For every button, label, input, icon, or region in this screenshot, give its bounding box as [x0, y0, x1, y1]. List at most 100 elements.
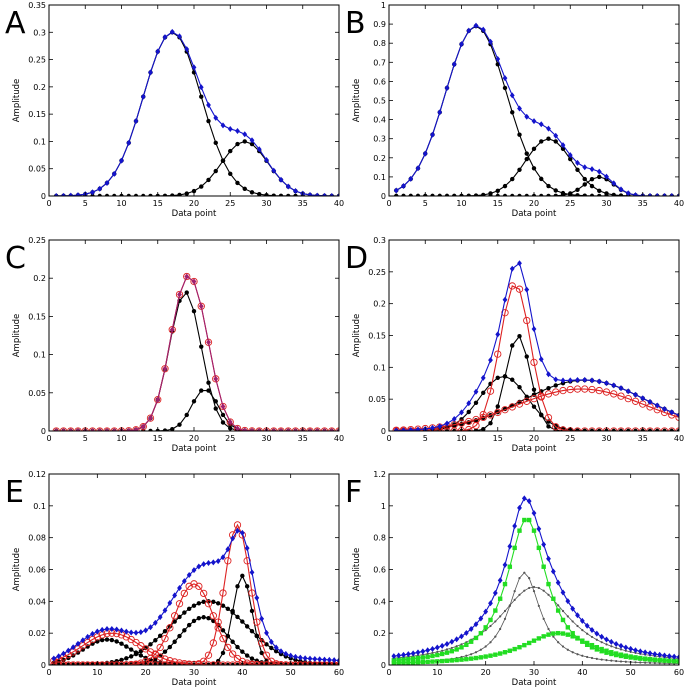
data-point	[492, 590, 498, 597]
y-tick-label: 0.15	[28, 110, 46, 119]
data-point	[75, 640, 81, 647]
data-point	[526, 640, 532, 646]
data-point	[204, 651, 213, 659]
data-point	[553, 139, 558, 144]
data-point	[600, 641, 603, 644]
data-point	[213, 375, 219, 382]
data-point	[502, 374, 508, 379]
data-point	[657, 651, 663, 658]
x-tick-label: 40	[674, 199, 684, 208]
data-point	[227, 125, 233, 132]
data-point	[148, 193, 153, 196]
data-point	[546, 632, 551, 637]
data-point	[126, 139, 132, 146]
data-point	[68, 192, 74, 196]
data-point	[581, 628, 584, 632]
data-point	[302, 655, 308, 662]
data-point	[224, 557, 232, 565]
data-point	[99, 626, 105, 633]
panel-b: B 0 5 10 15 20 25 30 35 40 0 0.1 0.2 0.3 0.4 0.5 0.6 0.7 0…	[345, 1, 684, 219]
data-point	[508, 282, 516, 290]
data-point	[111, 170, 117, 177]
y-tick-label: 0.2	[373, 300, 386, 309]
data-point	[408, 193, 413, 196]
data-point	[531, 166, 537, 171]
data-point	[415, 426, 421, 431]
data-point	[539, 139, 544, 144]
series-line	[56, 31, 339, 196]
data-point	[119, 627, 124, 634]
data-point	[508, 604, 511, 607]
data-point	[199, 344, 204, 349]
data-point	[662, 405, 667, 412]
data-point	[244, 545, 250, 552]
x-axis-label: Data point	[512, 444, 557, 454]
data-point	[214, 618, 222, 626]
data-point	[242, 131, 248, 138]
data-point	[637, 648, 643, 655]
data-point	[600, 658, 603, 661]
series-line	[56, 390, 339, 431]
data-point	[445, 648, 449, 651]
data-point	[644, 661, 647, 664]
y-axis-label: Amplitude	[12, 79, 22, 123]
data-point	[206, 559, 211, 566]
data-point	[608, 638, 614, 645]
data-point	[602, 388, 611, 396]
data-point	[494, 408, 502, 417]
x-axis-label: Data point	[512, 678, 557, 687]
data-point	[180, 589, 188, 598]
y-tick-label: 0.05	[28, 389, 46, 398]
data-point	[488, 600, 493, 607]
data-point	[225, 546, 231, 553]
data-point	[581, 654, 584, 657]
data-point	[172, 619, 177, 624]
x-tick-label: 15	[493, 434, 503, 443]
data-point	[172, 592, 178, 599]
data-point	[510, 377, 515, 382]
data-point	[539, 412, 544, 417]
data-point	[586, 632, 589, 635]
series-line	[396, 375, 679, 431]
data-point	[451, 416, 457, 423]
data-point	[191, 308, 197, 314]
data-point	[589, 193, 595, 196]
panel-letter: A	[5, 6, 26, 41]
data-point	[213, 399, 218, 404]
x-tick-label: 20	[141, 668, 151, 677]
axes-frame	[388, 473, 680, 666]
data-point	[584, 622, 590, 629]
data-point	[497, 596, 503, 601]
data-point	[152, 619, 158, 626]
data-point	[523, 316, 531, 325]
data-point	[666, 653, 672, 660]
data-point	[459, 657, 464, 662]
data-point	[312, 656, 318, 663]
series-line	[56, 31, 339, 196]
data-point	[396, 652, 402, 659]
data-point	[219, 589, 227, 597]
data-point	[161, 634, 169, 643]
data-point	[617, 392, 625, 400]
data-point	[560, 589, 566, 596]
data-point	[162, 34, 168, 41]
data-point	[220, 122, 226, 129]
data-point	[451, 61, 457, 68]
x-tick-label: 20	[481, 668, 491, 677]
data-point	[528, 586, 531, 590]
data-point	[531, 510, 537, 517]
data-point	[94, 628, 100, 635]
data-point	[172, 639, 177, 644]
data-point	[473, 635, 479, 641]
data-point	[599, 633, 605, 640]
series-line	[393, 497, 679, 658]
data-point	[177, 422, 182, 427]
data-point	[214, 624, 222, 632]
data-point	[539, 176, 544, 182]
data-point	[502, 183, 508, 189]
data-point	[494, 635, 497, 638]
data-point	[437, 193, 442, 196]
data-point	[524, 151, 529, 156]
data-point	[53, 428, 59, 431]
data-point	[502, 650, 508, 655]
